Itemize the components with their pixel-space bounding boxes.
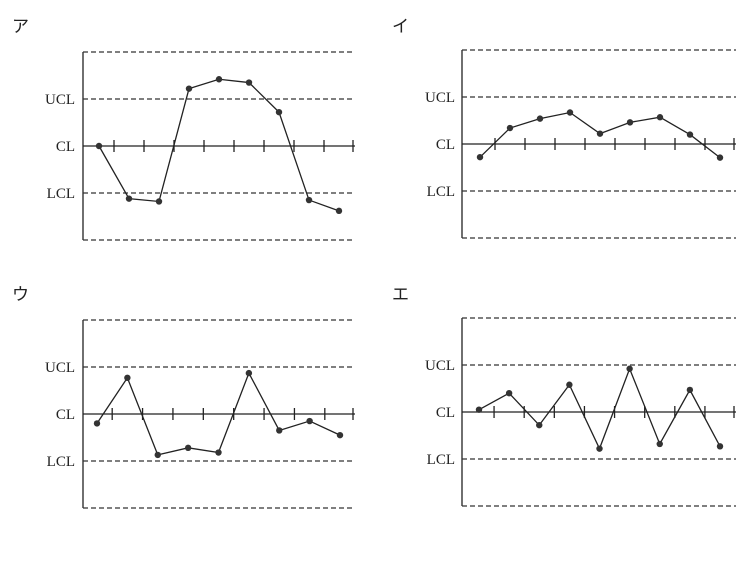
chart-i-data-point — [686, 131, 694, 138]
chart-u-ucl-label: UCL — [45, 360, 75, 376]
chart-u-title: ウ — [12, 285, 29, 305]
chart-a-data-point — [245, 79, 253, 86]
chart-e-series-line — [478, 366, 721, 451]
control-chart-e: エ UCL CL LCL — [392, 285, 736, 507]
chart-u-data-point — [306, 417, 313, 425]
chart-e-data-point — [505, 390, 513, 397]
chart-u-data-point — [93, 420, 101, 427]
chart-a-data-point — [335, 207, 343, 215]
chart-i-data-point — [476, 153, 484, 161]
chart-u-data-point — [154, 451, 161, 459]
chart-i-lcl-label: LCL — [427, 184, 455, 200]
chart-i-data-point — [566, 109, 574, 116]
chart-a-data-point — [125, 195, 133, 202]
chart-u-data-point — [245, 369, 253, 377]
chart-i-data-point — [596, 130, 604, 137]
chart-e-lcl-label: LCL — [427, 452, 455, 468]
control-chart-i: イ UCL CL LCL — [392, 17, 736, 239]
chart-e-data-point — [716, 443, 724, 450]
chart-e-data-point — [626, 365, 633, 372]
chart-e-data-point — [596, 445, 603, 452]
chart-e-data-point — [686, 386, 694, 394]
chart-a-ucl-label: UCL — [45, 92, 75, 108]
chart-i-data-point — [506, 124, 514, 132]
chart-u-data-point — [124, 374, 131, 382]
chart-i-ucl-label: UCL — [425, 90, 455, 106]
chart-e-data-point — [536, 421, 543, 429]
chart-a-data-point — [185, 85, 193, 92]
chart-e-ucl-label: UCL — [425, 358, 455, 374]
chart-a-data-point — [305, 196, 313, 204]
chart-a-data-point — [95, 142, 103, 150]
chart-a-lcl-label: LCL — [47, 186, 75, 202]
chart-i-cl-label: CL — [436, 137, 455, 153]
control-chart-a: ア UCL CL LCL — [12, 17, 355, 241]
chart-a-data-point — [155, 198, 163, 205]
chart-a-title: ア — [12, 17, 29, 37]
chart-u-data-point — [276, 427, 283, 434]
chart-e-cl-label: CL — [436, 405, 455, 421]
chart-a-data-point — [275, 108, 283, 116]
control-chart-u: ウ UCL CL LCL — [12, 285, 355, 509]
chart-i-data-point — [656, 114, 664, 121]
chart-u-lcl-label: LCL — [47, 454, 75, 470]
chart-a-data-point — [215, 76, 223, 83]
chart-e-title: エ — [392, 285, 409, 305]
chart-u-data-point — [336, 431, 344, 439]
chart-e-data-point — [566, 381, 573, 388]
chart-e-data-point — [656, 440, 663, 448]
chart-u-data-point — [184, 444, 192, 452]
chart-u-data-point — [215, 449, 222, 456]
chart-a-cl-label: CL — [56, 139, 75, 155]
chart-i-data-point — [536, 115, 544, 122]
chart-e-data-point — [475, 406, 483, 413]
chart-i-title: イ — [392, 17, 409, 37]
chart-u-cl-label: CL — [56, 407, 75, 423]
chart-i-data-point — [626, 119, 634, 126]
chart-i-data-point — [716, 154, 724, 161]
